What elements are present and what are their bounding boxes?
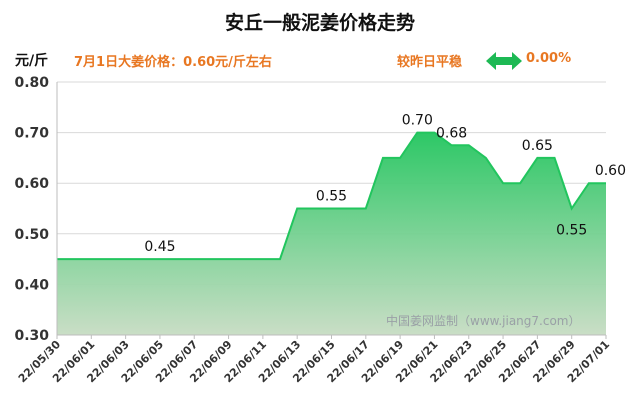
data-label: 0.68 (436, 125, 467, 141)
y-axis-unit: 元/斤 (15, 53, 49, 69)
data-label: 0.45 (144, 239, 175, 255)
x-tick-labels: 22/05/3022/06/0122/06/0322/06/0522/06/07… (16, 335, 612, 385)
watermark: 中国姜网监制（www.jiang7.com） (386, 313, 580, 328)
compare-text: 较昨日平稳 (397, 55, 463, 70)
data-label: 0.55 (556, 223, 587, 239)
double-arrow-icon (486, 52, 522, 70)
area-fill (57, 132, 606, 335)
change-percent: 0.00% (526, 51, 572, 66)
y-tick-label: 0.60 (14, 176, 49, 192)
y-tick-label: 0.80 (14, 75, 49, 91)
data-label: 0.55 (316, 189, 347, 205)
chart-title: 安丘一般泥姜价格走势 (224, 12, 415, 34)
price-note: 7月1日大姜价格：0.60元/斤左右 (74, 55, 272, 70)
data-label: 0.70 (402, 113, 433, 129)
data-labels: 0.45 0.55 0.700.68 0.65 0.55 0.60 (144, 113, 626, 256)
y-tick-label: 0.30 (14, 328, 49, 344)
y-tick-labels: 0.30 0.40 0.50 0.60 0.70 0.80 (14, 75, 49, 344)
series-line (57, 131, 606, 261)
data-label: 0.65 (522, 138, 553, 154)
y-tick-label: 0.70 (14, 126, 49, 142)
data-label: 0.60 (595, 163, 626, 179)
y-tick-label: 0.50 (14, 227, 49, 243)
area-series (57, 131, 606, 335)
y-tick-label: 0.40 (14, 277, 49, 293)
